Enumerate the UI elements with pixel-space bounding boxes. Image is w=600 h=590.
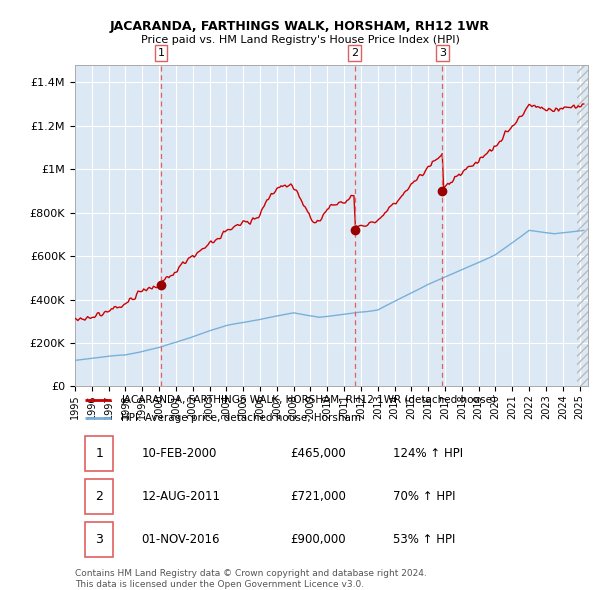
- Text: 3: 3: [439, 48, 446, 58]
- Text: Price paid vs. HM Land Registry's House Price Index (HPI): Price paid vs. HM Land Registry's House …: [140, 35, 460, 45]
- Text: 3: 3: [95, 533, 103, 546]
- FancyBboxPatch shape: [85, 435, 113, 471]
- Text: JACARANDA, FARTHINGS WALK, HORSHAM, RH12 1WR (detached house): JACARANDA, FARTHINGS WALK, HORSHAM, RH12…: [121, 395, 496, 405]
- Text: 124% ↑ HPI: 124% ↑ HPI: [393, 447, 463, 460]
- FancyBboxPatch shape: [85, 478, 113, 514]
- Text: HPI: Average price, detached house, Horsham: HPI: Average price, detached house, Hors…: [121, 413, 361, 423]
- Text: This data is licensed under the Open Government Licence v3.0.: This data is licensed under the Open Gov…: [75, 579, 364, 589]
- Text: £900,000: £900,000: [290, 533, 346, 546]
- Bar: [577, 65, 588, 386]
- Text: 70% ↑ HPI: 70% ↑ HPI: [393, 490, 455, 503]
- Text: 1: 1: [95, 447, 103, 460]
- Text: 2: 2: [351, 48, 358, 58]
- Text: 01-NOV-2016: 01-NOV-2016: [142, 533, 220, 546]
- FancyBboxPatch shape: [85, 522, 113, 557]
- Text: 1: 1: [157, 48, 164, 58]
- Text: 12-AUG-2011: 12-AUG-2011: [142, 490, 221, 503]
- Text: £465,000: £465,000: [290, 447, 346, 460]
- Text: £721,000: £721,000: [290, 490, 346, 503]
- Text: 10-FEB-2000: 10-FEB-2000: [142, 447, 217, 460]
- Text: 53% ↑ HPI: 53% ↑ HPI: [393, 533, 455, 546]
- Text: 2: 2: [95, 490, 103, 503]
- Text: Contains HM Land Registry data © Crown copyright and database right 2024.: Contains HM Land Registry data © Crown c…: [75, 569, 427, 578]
- Text: JACARANDA, FARTHINGS WALK, HORSHAM, RH12 1WR: JACARANDA, FARTHINGS WALK, HORSHAM, RH12…: [110, 20, 490, 33]
